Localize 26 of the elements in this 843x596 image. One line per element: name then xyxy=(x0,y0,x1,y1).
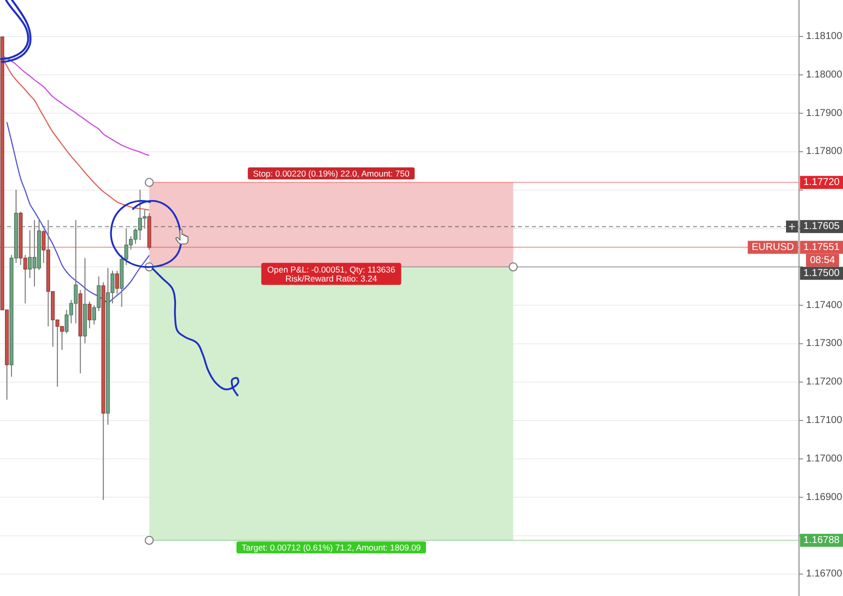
y-tick-label: 1.18100 xyxy=(806,30,843,42)
band-label: Target: 0.00712 (0.61%) 71.2, Amount: 1809.09 xyxy=(242,542,422,552)
y-tick-label: 1.17100 xyxy=(806,415,843,426)
ref-line-label: 1.17605 xyxy=(803,221,840,232)
y-tick-label: 1.17400 xyxy=(806,300,843,311)
annotation: Risk/Reward Ratio: 3.24 xyxy=(285,273,378,284)
candlestick xyxy=(115,270,119,294)
y-tick-label: 1.17900 xyxy=(806,108,843,119)
candlestick xyxy=(74,220,78,324)
y-tick-label: 1.17800 xyxy=(806,146,843,158)
ref-line-label: 1.17720 xyxy=(803,176,840,188)
line-series xyxy=(2,56,150,156)
annotation: Open P&L: -0.00051, Qty: 113636 xyxy=(267,264,396,274)
ref-line-label: 1.16788 xyxy=(803,534,840,546)
y-tick-label: 1.16900 xyxy=(806,492,843,503)
y-tick-label: 1.16700 xyxy=(806,568,843,580)
y-tick-label: 1.18000 xyxy=(806,69,843,80)
annotation: EURUSD xyxy=(752,242,794,253)
y-tick-label: 1.17200 xyxy=(806,376,843,388)
ref-line-label: 1.17551 xyxy=(803,242,840,253)
annotation: 08:54 xyxy=(810,254,836,266)
candlestick xyxy=(88,300,92,329)
band-label: Stop: 0.00220 (0.19%) 22.0, Amount: 750 xyxy=(253,168,410,178)
y-tick-label: 1.17000 xyxy=(806,453,843,464)
ref-line-label: 1.17500 xyxy=(803,268,840,279)
y-tick-label: 1.17300 xyxy=(806,338,843,350)
